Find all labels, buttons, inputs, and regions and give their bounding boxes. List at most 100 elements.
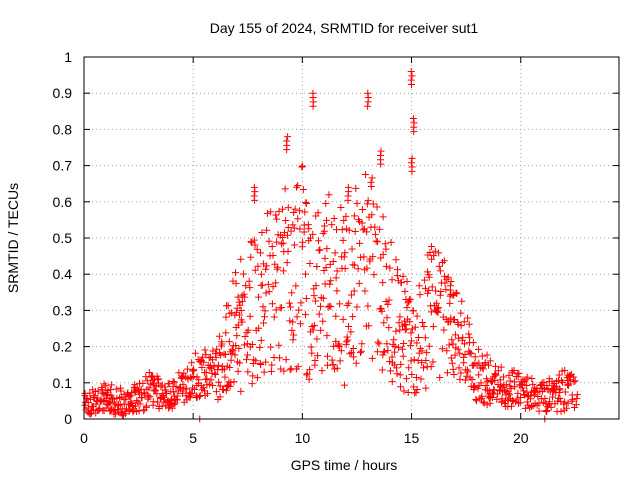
data-point [247, 238, 255, 246]
data-point [287, 227, 295, 235]
data-point [523, 373, 531, 381]
data-point [557, 407, 565, 415]
data-point [410, 356, 418, 364]
data-point [447, 354, 455, 362]
data-point [399, 272, 407, 280]
data-point [106, 386, 114, 394]
data-point [377, 160, 385, 168]
data-point [428, 283, 436, 291]
data-point [290, 331, 298, 339]
data-point [423, 349, 431, 357]
data-point [314, 209, 322, 217]
data-point [327, 303, 335, 311]
data-point [454, 345, 462, 353]
data-point [367, 183, 375, 191]
data-point [431, 247, 439, 255]
data-point [494, 367, 502, 375]
data-point [253, 374, 261, 382]
data-point [211, 370, 219, 378]
data-point [263, 262, 271, 270]
data-point [435, 249, 443, 257]
data-point [346, 350, 354, 358]
data-point [302, 199, 310, 207]
data-point [221, 373, 229, 381]
data-point [246, 284, 254, 292]
data-point [121, 410, 129, 418]
data-point [564, 399, 572, 407]
y-tick-label: 0.7 [53, 158, 73, 174]
data-point [302, 294, 310, 302]
data-point [407, 159, 415, 167]
data-point [218, 340, 226, 348]
data-point [299, 238, 307, 246]
data-point [103, 390, 111, 398]
data-point [277, 240, 285, 248]
data-point [549, 393, 557, 401]
data-point [399, 345, 407, 353]
data-point [450, 371, 458, 379]
data-point [505, 371, 513, 379]
data-point [146, 393, 154, 401]
data-point [182, 392, 190, 400]
data-point [497, 363, 505, 371]
data-point [223, 382, 231, 390]
data-point [386, 367, 394, 375]
data-point [272, 306, 280, 314]
data-point [190, 385, 198, 393]
data-point [307, 234, 315, 242]
data-point [333, 364, 341, 372]
data-point [333, 267, 341, 275]
data-point [234, 293, 242, 301]
data-point [216, 382, 224, 390]
data-point [382, 262, 390, 270]
x-axis-ticks: 0 5 10 15 20 [80, 57, 529, 446]
data-point [305, 375, 313, 383]
data-point [339, 236, 347, 244]
data-point [269, 283, 277, 291]
data-point [393, 370, 401, 378]
data-point [319, 294, 327, 302]
data-point [411, 323, 419, 331]
data-point [107, 381, 115, 389]
data-point [177, 374, 185, 382]
data-point [382, 298, 390, 306]
data-point [408, 81, 416, 89]
data-point [257, 336, 265, 344]
data-point [188, 374, 196, 382]
data-point [413, 312, 421, 320]
data-point [131, 402, 139, 410]
data-point [418, 319, 426, 327]
data-point [451, 331, 459, 339]
data-point [317, 302, 325, 310]
data-point [408, 325, 416, 333]
data-point [128, 402, 136, 410]
data-point [349, 344, 357, 352]
data-point [360, 253, 368, 261]
data-point [292, 282, 300, 290]
data-point [272, 279, 280, 287]
data-point [466, 349, 474, 357]
data-point [379, 279, 387, 287]
data-point [415, 282, 423, 290]
data-point [326, 260, 334, 268]
data-point [242, 282, 250, 290]
data-point [401, 287, 409, 295]
data-point [190, 367, 198, 375]
data-point [363, 264, 371, 272]
data-point [373, 238, 381, 246]
data-point [543, 382, 551, 390]
data-point [191, 349, 199, 357]
data-point [267, 367, 275, 375]
data-point [516, 399, 524, 407]
data-point [511, 383, 519, 391]
data-point [351, 227, 359, 235]
data-point [311, 357, 319, 365]
data-point [514, 399, 522, 407]
data-point [140, 389, 148, 397]
data-point [237, 387, 245, 395]
data-point [217, 351, 225, 359]
data-point [468, 375, 476, 383]
data-point [198, 364, 206, 372]
data-point [236, 301, 244, 309]
data-point [293, 313, 301, 321]
